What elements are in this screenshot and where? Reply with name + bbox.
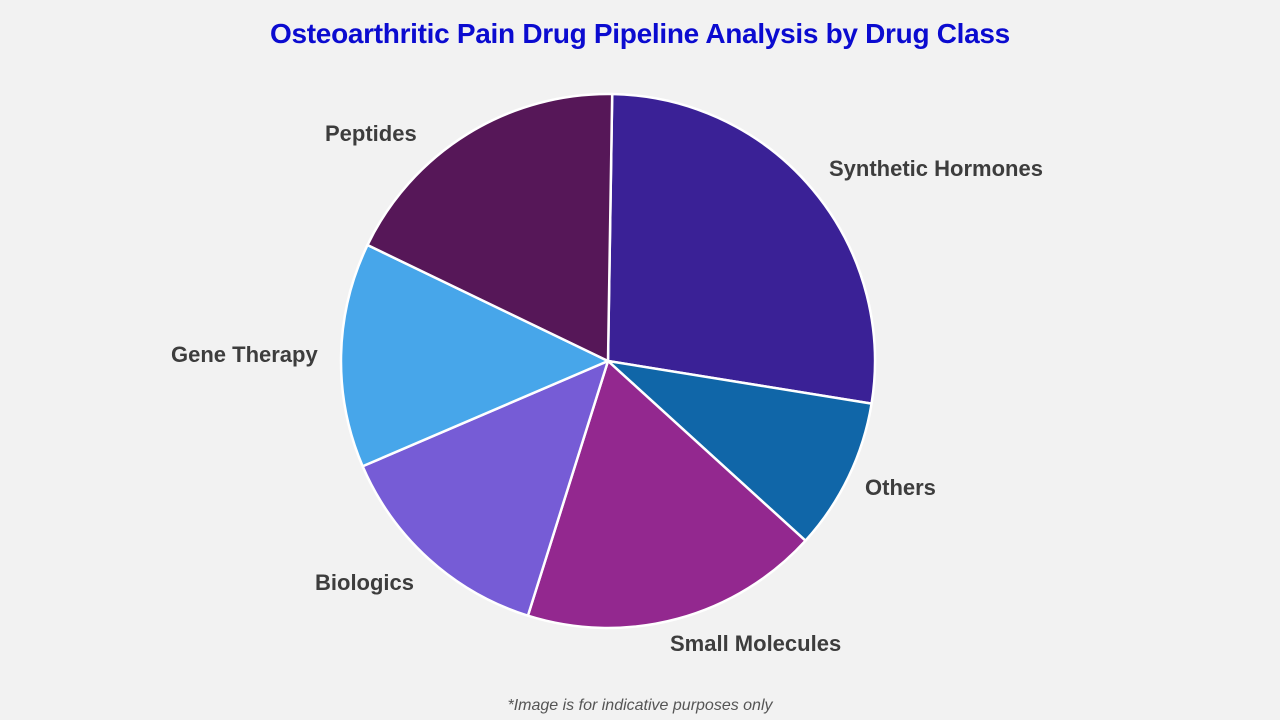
pie-slice-small-molecules: [526, 359, 807, 630]
label-gene-therapy: Gene Therapy: [171, 342, 318, 367]
label-small-molecules: Small Molecules: [670, 631, 842, 656]
label-biologics: Biologics: [315, 570, 415, 595]
pie-slice-synthetic-hormones: [606, 92, 877, 405]
pie-slice-others: [606, 359, 873, 542]
chart-title: Osteoarthritic Pain Drug Pipeline Analys…: [270, 18, 1010, 49]
label-synthetic-hormones: Synthetic Hormones: [829, 156, 1043, 181]
pie-slice-biologics: [361, 359, 610, 617]
label-others: Others: [865, 475, 936, 500]
pie-slice-peptides: [366, 92, 614, 363]
footnote: *Image is for indicative purposes only: [507, 697, 773, 714]
label-peptides: Peptides: [325, 121, 417, 146]
pie-slice-gene-therapy: [339, 243, 610, 468]
